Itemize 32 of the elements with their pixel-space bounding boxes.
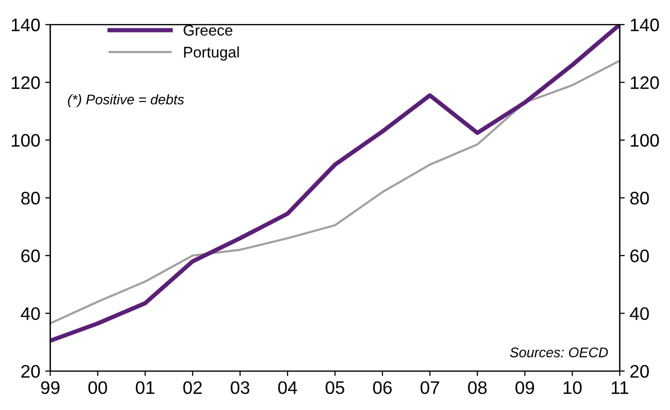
legend-label: Portugal <box>184 46 239 61</box>
x-tick-label: 01 <box>136 381 154 394</box>
x-tick-label: 09 <box>516 381 534 394</box>
y-tick-label: 40 <box>20 307 40 320</box>
x-tick-label: 02 <box>183 381 202 394</box>
y-tick-label: 60 <box>21 250 40 262</box>
y-tick-label: 80 <box>21 192 40 205</box>
x-tick-label: 05 <box>326 381 344 394</box>
y-tick-label: 20 <box>21 364 40 378</box>
x-tick-label: 03 <box>230 381 250 394</box>
x-tick-label: 00 <box>88 381 108 394</box>
line-series <box>50 60 620 324</box>
annotation: (*) Positive = debts <box>68 94 184 108</box>
y2-tick-label: 100 <box>630 134 659 147</box>
x-tick-label: 11 <box>612 381 628 394</box>
x-tick-label: 08 <box>468 381 487 394</box>
y2-tick-label: 140 <box>630 18 659 32</box>
y-tick-label: 100 <box>12 134 40 147</box>
y2-tick-label: 80 <box>630 192 649 205</box>
x-tick-label: 99 <box>41 381 60 394</box>
y-tick-label: 120 <box>12 76 40 90</box>
y2-tick-label: 60 <box>630 250 649 262</box>
y2-tick-label: 40 <box>630 307 649 320</box>
annotation: Sources: OECD <box>510 347 608 358</box>
x-tick-label: 07 <box>420 381 440 394</box>
y-tick-label: 140 <box>12 18 40 32</box>
x-tick-label: 10 <box>564 381 582 394</box>
x-tick-label: 06 <box>373 381 392 394</box>
y2-tick-label: 20 <box>630 364 649 378</box>
y2-tick-label: 120 <box>630 76 659 90</box>
legend-label: Greece <box>184 24 232 36</box>
x-tick-label: 04 <box>278 381 298 394</box>
